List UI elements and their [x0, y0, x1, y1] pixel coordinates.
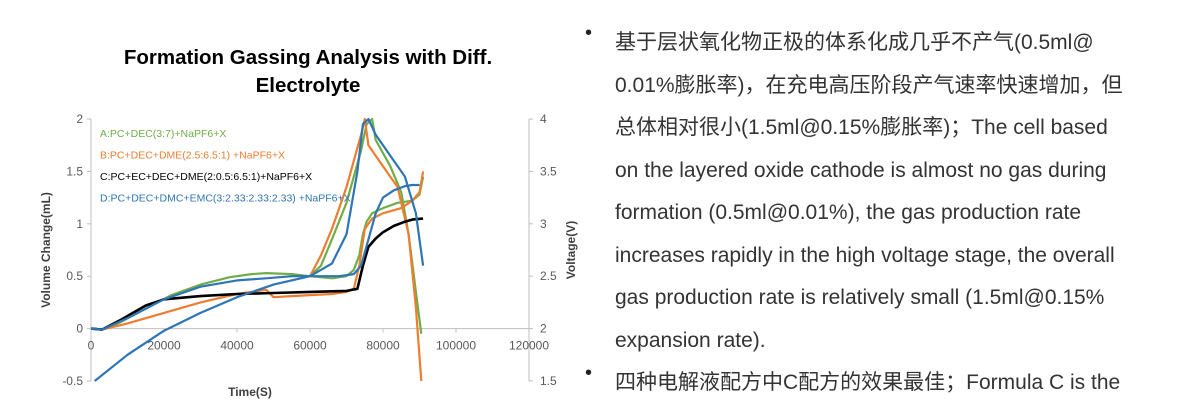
x-tick-label: 40000	[220, 339, 254, 353]
bullet-1-line-4: on the layered oxide cathode is almost n…	[615, 158, 1107, 182]
bullet-1-line-6: increases rapidly in the high voltage st…	[615, 243, 1115, 267]
chart-title: Formation Gassing Analysis with Diff. El…	[90, 44, 526, 100]
x-tick-label: 60000	[293, 339, 327, 353]
bullet-1-line-7: gas production rate is relatively small …	[615, 286, 1105, 309]
y-axis-title-right: Voltage(V)	[564, 221, 578, 279]
series-4-volume-line	[91, 183, 420, 331]
bullet-marker: •	[585, 362, 593, 384]
x-tick-label: 20000	[147, 339, 181, 353]
x-tick-label: 100000	[436, 339, 476, 353]
left-tick-label: 0.5	[66, 269, 83, 283]
bullet-1-line-8: expansion rate).	[615, 328, 766, 352]
left-tick-label: 2	[76, 112, 83, 126]
right-tick-label: 2.5	[540, 269, 557, 283]
gassing-chart: -0.5 0 0.5 1 1.5 2 1.5 2 2.5 3 3.5 4 0 20000 40000 6000…	[39, 112, 578, 399]
bullet-2-line-1: 四种电解液配方中C配方的效果最佳；Formula C is the	[615, 371, 1121, 394]
series-3-volume-line	[91, 217, 424, 331]
x-tick-label: 0	[88, 339, 95, 353]
left-tick-label: 1	[76, 217, 83, 231]
chart-title-line-1: Formation Gassing Analysis with Diff.	[123, 46, 493, 69]
bullet-1-line-5: formation (0.5ml@0.01%), the gas product…	[615, 201, 1082, 224]
x-axis-title: Time(S)	[228, 385, 272, 399]
left-tick-label: 0	[76, 322, 83, 336]
x-tick-label: 80000	[366, 339, 400, 353]
left-tick-label: -0.5	[62, 374, 83, 388]
legend-entry-2: B:PC+DEC+DME(2.5:6.5:1) +NaPF6+X	[100, 150, 285, 162]
x-tick-label: 120000	[509, 339, 549, 353]
bullet-item-1: • 基于层状氧化物正极的体系化成几乎不产气(0.5ml@ 0.01%膨胀率)，在…	[584, 22, 1184, 362]
series-2-volume-line	[91, 171, 425, 331]
bullet-marker: •	[585, 22, 593, 44]
legend-entry-4: D:PC+DEC+DMC+EMC(3:2.33:2.33:2.33) +NaPF…	[100, 193, 351, 205]
legend-entry-3: C:PC+EC+DEC+DME(2:0.5:6.5:1)+NaPF6+X	[100, 171, 312, 183]
right-tick-label: 2	[540, 322, 547, 336]
right-tick-label: 3.5	[540, 164, 557, 178]
bullet-item-2: • 四种电解液配方中C配方的效果最佳；Formula C is the	[584, 362, 1184, 405]
y-axis-title-left: Volume Change(mL)	[39, 192, 53, 308]
bullet-1-line-3: 总体相对很小(1.5ml@0.15%膨胀率)；The cell based	[615, 116, 1108, 139]
legend-entry-1: A:PC+DEC(3:7)+NaPF6+X	[100, 128, 226, 140]
bullet-list: • 基于层状氧化物正极的体系化成几乎不产气(0.5ml@ 0.01%膨胀率)，在…	[584, 22, 1184, 405]
left-tick-label: 1.5	[66, 164, 83, 178]
chart-title-line-2: Electrolyte	[255, 74, 361, 97]
series-4-voltage-line	[94, 117, 425, 382]
right-tick-label: 1.5	[540, 374, 557, 388]
right-tick-label: 3	[540, 217, 547, 231]
right-tick-label: 4	[540, 112, 547, 126]
bullet-1-line-2: 0.01%膨胀率)，在充电高压阶段产气速率快速增加，但	[615, 73, 1123, 97]
series-2-voltage-line	[309, 117, 423, 382]
bullet-1-line-1: 基于层状氧化物正极的体系化成几乎不产气(0.5ml@	[615, 31, 1094, 54]
